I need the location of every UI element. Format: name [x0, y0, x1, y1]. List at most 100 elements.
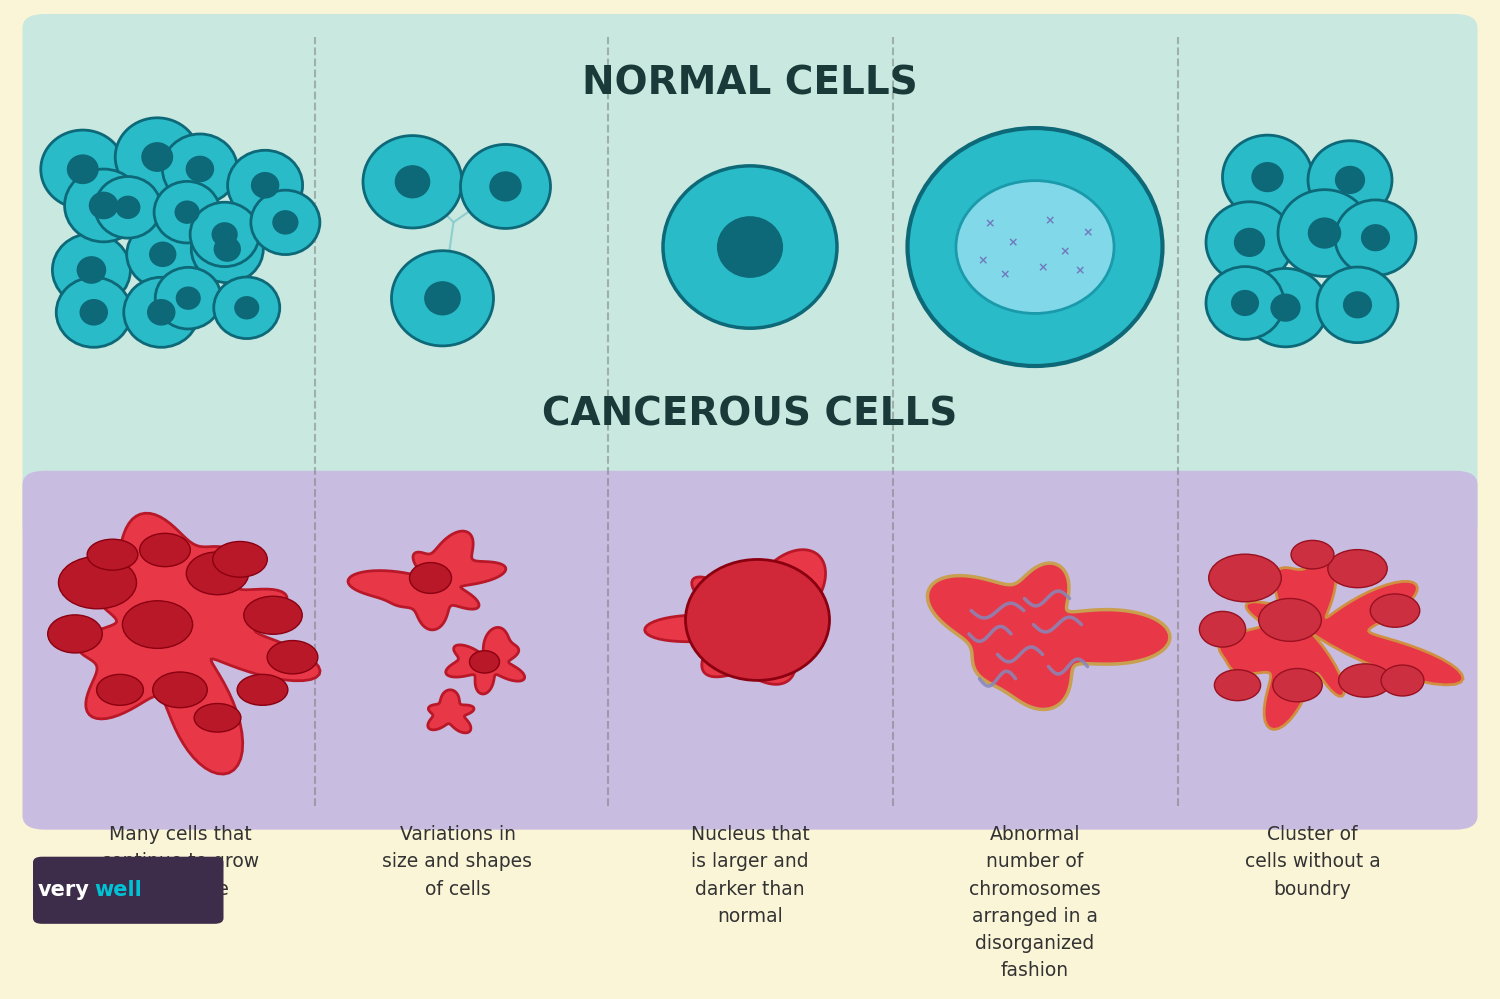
Ellipse shape	[162, 134, 237, 204]
Ellipse shape	[1335, 166, 1365, 194]
Ellipse shape	[424, 281, 460, 316]
Ellipse shape	[186, 551, 249, 594]
Polygon shape	[427, 690, 474, 733]
Ellipse shape	[1342, 292, 1372, 319]
Ellipse shape	[141, 142, 172, 172]
Ellipse shape	[213, 541, 267, 577]
Ellipse shape	[1371, 594, 1419, 627]
Polygon shape	[1220, 558, 1462, 729]
Ellipse shape	[460, 145, 550, 229]
Ellipse shape	[394, 165, 430, 199]
Ellipse shape	[53, 234, 130, 307]
Text: NORMAL CELLS: NORMAL CELLS	[582, 65, 918, 103]
Ellipse shape	[1215, 669, 1260, 700]
Ellipse shape	[1335, 200, 1416, 276]
Ellipse shape	[116, 196, 141, 219]
Ellipse shape	[1232, 290, 1258, 316]
Text: Cluster of
cells without a
boundry: Cluster of cells without a boundry	[1245, 825, 1380, 898]
Ellipse shape	[194, 703, 242, 732]
Ellipse shape	[908, 128, 1162, 366]
Ellipse shape	[147, 299, 176, 326]
Text: Variations in
size and shapes
of cells: Variations in size and shapes of cells	[382, 825, 532, 898]
Ellipse shape	[140, 533, 190, 566]
Ellipse shape	[213, 277, 279, 339]
FancyBboxPatch shape	[22, 471, 1478, 829]
Polygon shape	[446, 627, 525, 694]
Text: ×: ×	[976, 255, 987, 268]
Ellipse shape	[1272, 668, 1323, 702]
Ellipse shape	[88, 192, 118, 220]
Ellipse shape	[192, 216, 264, 283]
Polygon shape	[348, 531, 506, 630]
Ellipse shape	[392, 251, 494, 346]
Ellipse shape	[174, 201, 200, 224]
Ellipse shape	[40, 130, 125, 209]
Ellipse shape	[1222, 135, 1312, 219]
Polygon shape	[927, 563, 1170, 709]
Ellipse shape	[58, 556, 136, 608]
Ellipse shape	[1308, 141, 1392, 219]
Ellipse shape	[410, 562, 452, 593]
Text: ×: ×	[984, 217, 994, 230]
Text: well: well	[94, 880, 142, 900]
Ellipse shape	[1206, 267, 1284, 340]
Ellipse shape	[176, 287, 201, 310]
Ellipse shape	[68, 155, 99, 184]
Ellipse shape	[186, 156, 214, 182]
Ellipse shape	[154, 182, 220, 243]
Ellipse shape	[1382, 665, 1423, 696]
Ellipse shape	[228, 150, 303, 220]
Ellipse shape	[686, 559, 830, 680]
Text: very: very	[38, 880, 90, 900]
Ellipse shape	[80, 299, 108, 326]
Text: ×: ×	[1083, 227, 1092, 240]
Ellipse shape	[717, 216, 783, 278]
Ellipse shape	[1200, 611, 1245, 647]
Text: ×: ×	[1007, 236, 1017, 249]
Ellipse shape	[126, 221, 198, 288]
Text: ×: ×	[1044, 215, 1056, 228]
Ellipse shape	[1308, 218, 1341, 249]
Ellipse shape	[1328, 549, 1388, 587]
Ellipse shape	[489, 171, 522, 202]
Ellipse shape	[56, 278, 132, 348]
Text: Abnormal
number of
chromosomes
arranged in a
disorganized
fashion: Abnormal number of chromosomes arranged …	[969, 825, 1101, 980]
Ellipse shape	[273, 210, 298, 235]
Text: Many cells that
continue to grow
and divide: Many cells that continue to grow and div…	[100, 825, 260, 898]
Ellipse shape	[251, 190, 320, 255]
Ellipse shape	[213, 237, 242, 262]
Ellipse shape	[1360, 224, 1390, 252]
Ellipse shape	[1338, 664, 1392, 697]
Ellipse shape	[123, 278, 198, 348]
Ellipse shape	[363, 136, 462, 228]
Ellipse shape	[1270, 294, 1300, 322]
Ellipse shape	[237, 674, 288, 705]
Ellipse shape	[243, 596, 302, 634]
Text: Nucleus that
is larger and
darker than
normal: Nucleus that is larger and darker than n…	[690, 825, 810, 926]
Ellipse shape	[123, 600, 192, 648]
Ellipse shape	[48, 614, 102, 653]
Text: ×: ×	[1059, 245, 1071, 258]
Ellipse shape	[190, 202, 260, 267]
Ellipse shape	[96, 674, 144, 705]
Text: CANCEROUS CELLS: CANCEROUS CELLS	[543, 396, 957, 434]
Ellipse shape	[1206, 202, 1293, 283]
Ellipse shape	[1244, 269, 1328, 347]
Ellipse shape	[1251, 162, 1284, 192]
Text: ×: ×	[1038, 261, 1047, 274]
Text: ×: ×	[1074, 264, 1084, 277]
Ellipse shape	[234, 296, 260, 320]
Ellipse shape	[64, 169, 142, 242]
FancyBboxPatch shape	[33, 857, 224, 924]
Ellipse shape	[76, 256, 106, 284]
Text: ×: ×	[999, 269, 1010, 282]
Ellipse shape	[956, 181, 1114, 314]
Ellipse shape	[1209, 554, 1281, 601]
Ellipse shape	[1292, 540, 1334, 569]
Ellipse shape	[470, 650, 500, 673]
Ellipse shape	[663, 166, 837, 329]
Ellipse shape	[87, 539, 138, 570]
Ellipse shape	[94, 177, 160, 238]
Polygon shape	[78, 513, 320, 774]
Polygon shape	[645, 549, 825, 684]
